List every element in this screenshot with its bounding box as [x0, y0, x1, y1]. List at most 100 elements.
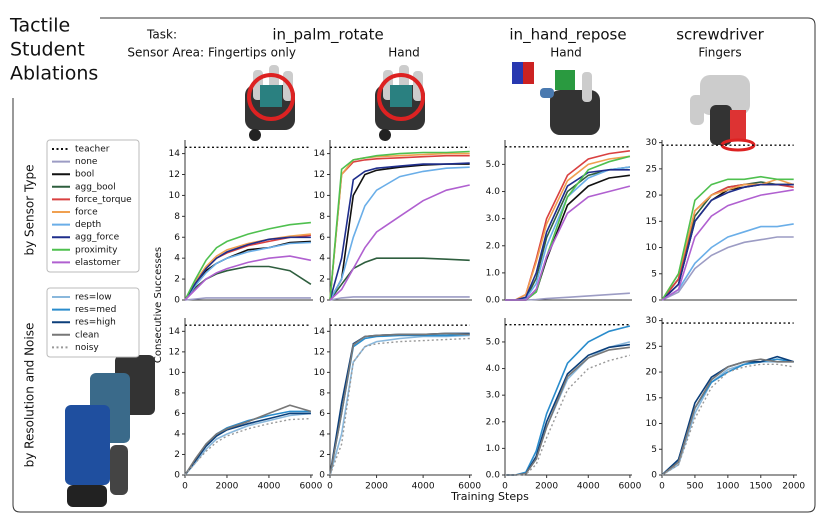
- y-tick-label: 10: [646, 419, 658, 429]
- y-tick-label: 0: [319, 471, 325, 481]
- task-name: screwdriver: [676, 26, 764, 44]
- y-tick-label: 12: [314, 170, 325, 180]
- y-tick-label: 14: [314, 327, 326, 337]
- y-tick-label: 2: [319, 450, 325, 460]
- y-tick-label: 10: [646, 243, 658, 253]
- y-tick-label: 10: [169, 191, 181, 201]
- series-line: [661, 183, 794, 301]
- legend-label: proximity: [75, 245, 118, 255]
- y-tick-label: 8: [174, 388, 180, 398]
- y-tick-label: 30: [646, 138, 658, 148]
- x-tick-label: 6000: [299, 482, 322, 492]
- sensor-area: Fingertips only: [208, 46, 296, 60]
- series-line: [184, 412, 311, 476]
- y-tick-label: 0: [651, 471, 657, 481]
- legend-label: res=med: [75, 305, 116, 315]
- series-line: [505, 150, 631, 301]
- y-tick-label: 4: [319, 254, 325, 264]
- title: Tactile: [9, 15, 70, 37]
- y-tick-label: 0: [319, 296, 325, 306]
- series-line: [329, 332, 470, 476]
- y-tick-label: 8: [319, 212, 325, 222]
- series-line: [661, 236, 794, 301]
- y-tick-label: 5.0: [486, 337, 501, 347]
- y-tick-label: 6: [319, 233, 325, 243]
- series-line: [184, 404, 312, 476]
- series-line: [505, 346, 630, 476]
- x-tick-label: 0: [659, 482, 665, 492]
- series-line: [184, 412, 311, 476]
- y-tick-label: 6: [174, 409, 180, 419]
- series-line: [184, 255, 312, 301]
- y-tick-label: 14: [314, 149, 326, 159]
- y-tick-label: 4: [174, 254, 180, 264]
- legend-label: elastomer: [75, 258, 121, 268]
- y-tick-label: 0.0: [486, 296, 501, 306]
- series-line: [505, 341, 631, 476]
- task-label: Task:: [146, 28, 177, 42]
- title: Ablations: [10, 63, 98, 85]
- y-tick-label: 0: [174, 296, 180, 306]
- legend-label: clean: [75, 330, 99, 340]
- x-axis-label: Training Steps: [450, 490, 529, 503]
- task-name: in_palm_rotate: [272, 26, 383, 45]
- series-line: [505, 169, 630, 301]
- y-tick-label: 0.0: [486, 471, 501, 481]
- row-label: by Sensor Type: [23, 164, 37, 255]
- series-line: [661, 181, 794, 301]
- y-tick-label: 2.0: [486, 417, 501, 427]
- x-tick-label: 2000: [365, 482, 388, 492]
- sensor-label: Sensor Area:: [127, 46, 204, 60]
- y-tick-label: 6: [174, 233, 180, 243]
- legend-label: noisy: [75, 343, 99, 353]
- legend-box: [46, 139, 140, 273]
- legend-label: force_torque: [75, 195, 132, 205]
- series-line: [661, 175, 794, 301]
- y-tick-label: 10: [314, 191, 326, 201]
- series-line: [505, 325, 631, 476]
- y-tick-label: 10: [169, 368, 181, 378]
- x-tick-label: 4000: [577, 482, 600, 492]
- legend-label: res=low: [75, 293, 112, 303]
- hand-illustrations: [65, 62, 756, 507]
- y-tick-label: 2: [174, 450, 180, 460]
- x-tick-label: 1000: [716, 482, 739, 492]
- x-tick-label: 0: [502, 482, 508, 492]
- y-tick-label: 0: [174, 471, 180, 481]
- y-tick-label: 12: [169, 170, 180, 180]
- legend-label: agg_force: [75, 233, 120, 243]
- sensor-area: Hand: [550, 46, 582, 60]
- legend-box: [46, 287, 140, 358]
- title: Student: [10, 39, 85, 61]
- x-tick-label: 2000: [782, 482, 805, 492]
- x-tick-label: 2000: [216, 482, 239, 492]
- y-tick-label: 10: [314, 368, 326, 378]
- x-tick-label: 6000: [618, 482, 641, 492]
- x-tick-label: 2000: [535, 482, 558, 492]
- x-tick-label: 4000: [257, 482, 280, 492]
- y-tick-label: 3.0: [486, 391, 501, 401]
- y-tick-label: 4: [319, 429, 325, 439]
- legend-label: res=high: [75, 318, 116, 328]
- sensor-area: Hand: [388, 46, 420, 60]
- y-tick-label: 0: [651, 296, 657, 306]
- sensor-area: Fingers: [698, 46, 741, 60]
- series-line: [184, 265, 312, 301]
- y-tick-label: 6: [319, 409, 325, 419]
- y-tick-label: 20: [646, 191, 658, 201]
- y-tick-label: 4: [174, 429, 180, 439]
- y-tick-label: 30: [646, 316, 658, 326]
- y-tick-label: 2.0: [486, 241, 501, 251]
- legend-label: agg_bool: [75, 182, 116, 192]
- series-line: [329, 296, 470, 301]
- y-tick-label: 25: [646, 164, 657, 174]
- series-line: [661, 358, 794, 476]
- y-tick-label: 4.0: [486, 364, 501, 374]
- x-tick-label: 4000: [412, 482, 435, 492]
- x-tick-label: 0: [327, 482, 333, 492]
- y-tick-label: 15: [646, 393, 657, 403]
- y-tick-label: 1.0: [486, 444, 501, 454]
- series-line: [661, 189, 794, 301]
- row-label: by Resolution and Noise: [23, 323, 37, 468]
